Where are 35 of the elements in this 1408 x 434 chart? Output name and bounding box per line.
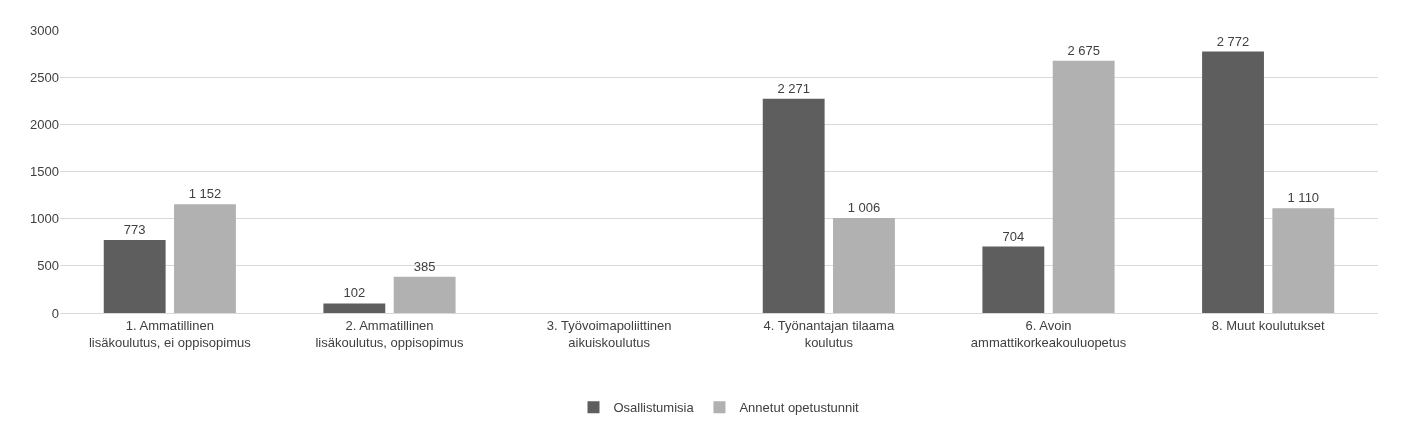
bar (762, 98, 825, 313)
data-label: 2 271 (777, 80, 810, 96)
data-label: 1 110 (1287, 190, 1320, 206)
data-label: 385 (413, 258, 436, 274)
data-label: 704 (1002, 228, 1025, 244)
data-label: 2 772 (1216, 33, 1250, 49)
bar (174, 204, 236, 313)
legend-label: Annetut opetustunnit (739, 400, 860, 416)
x-tick-label: 2. Ammatillinen lisäkoulutus, oppisopimus (315, 317, 465, 350)
y-tick-label: 1000 (30, 211, 59, 227)
y-tick-label: 3000 (30, 22, 59, 38)
x-tick-label: 3. Työvoimapoliittinen aikuiskoulutus (546, 317, 672, 350)
legend-label: Osallistumisia (613, 400, 695, 416)
bar (1202, 51, 1264, 313)
data-label: 2 675 (1067, 42, 1100, 58)
data-label: 102 (343, 285, 366, 301)
y-tick-label: 2000 (30, 116, 59, 132)
x-tick-label: 6. Avoin ammattikorkeakouluopetus (970, 317, 1127, 350)
y-tick-label: 2500 (30, 69, 59, 85)
data-label: 1 006 (847, 200, 881, 216)
bar (1272, 208, 1335, 313)
bar (1052, 60, 1115, 313)
bar (982, 246, 1045, 313)
bar (833, 218, 895, 313)
data-label: 1 152 (188, 186, 222, 202)
bar (393, 276, 456, 313)
bar (323, 303, 386, 313)
y-tick-label: 1500 (30, 164, 59, 180)
y-tick-label: 500 (37, 258, 59, 274)
bar (103, 240, 166, 313)
y-tick-label: 0 (51, 305, 59, 321)
x-tick-label: 4. Työnantajan tilaama koulutus (763, 317, 895, 350)
x-tick-label: 8. Muut koulutukset (1211, 317, 1325, 333)
data-label: 773 (123, 222, 146, 238)
x-tick-label: 1. Ammatillinen lisäkoulutus, ei oppisopimus (88, 317, 252, 350)
